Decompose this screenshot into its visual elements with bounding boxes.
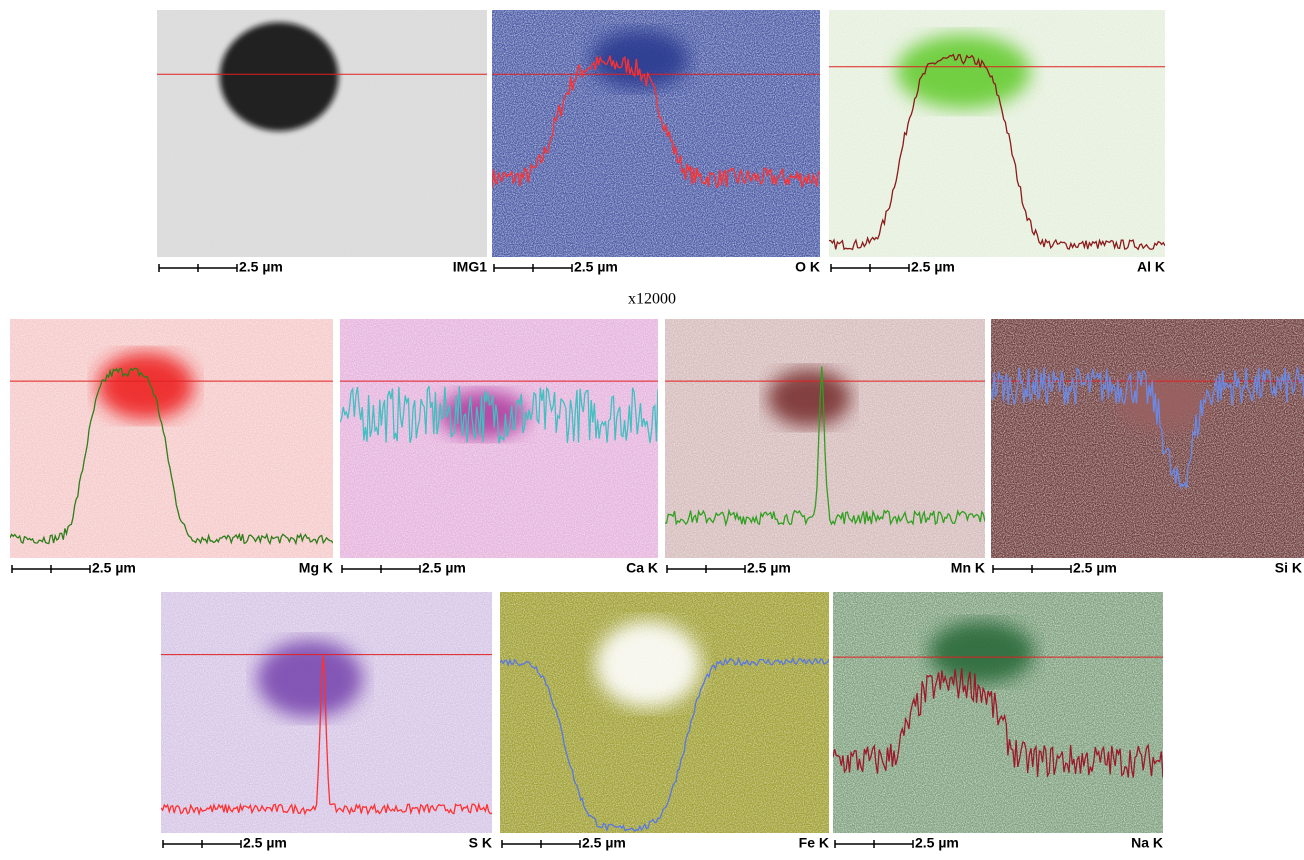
line-profile: [829, 53, 1165, 251]
line-profile: [161, 655, 492, 816]
map-image: [829, 10, 1165, 257]
element-blob: [219, 22, 339, 132]
scale-label: 2.5 µm: [915, 835, 959, 851]
line-profile: [340, 385, 658, 444]
map-panel: 2.5 µm Mn K: [665, 319, 985, 576]
map-image: [991, 319, 1304, 558]
line-profile: [10, 367, 333, 546]
scale-label: 2.5 µm: [747, 560, 791, 576]
line-profile: [500, 656, 829, 832]
map-panel: 2.5 µm Fe K: [500, 592, 829, 851]
element-blob: [928, 620, 1035, 684]
element-blob: [97, 352, 195, 420]
scale-label: 2.5 µm: [582, 835, 626, 851]
map-panel: 2.5 µm Na K: [833, 592, 1163, 851]
map-label: Na K: [1131, 835, 1163, 851]
scale-label: 2.5 µm: [574, 259, 618, 275]
map-label: Mn K: [951, 560, 985, 576]
map-image: [500, 592, 829, 833]
map-panel: 2.5 µm Al K: [829, 10, 1165, 275]
map-panel: 2.5 µm O K: [492, 10, 820, 275]
scale-label: 2.5 µm: [1073, 560, 1117, 576]
map-label: IMG1: [453, 259, 487, 275]
element-blob: [1116, 373, 1211, 432]
line-profile: [665, 366, 985, 528]
element-blob: [595, 620, 701, 708]
map-noise: [10, 319, 333, 558]
element-blob: [256, 640, 363, 718]
line-profile: [991, 366, 1304, 490]
map-image: [340, 319, 658, 558]
line-profile: [492, 54, 820, 189]
scale-label: 2.5 µm: [243, 835, 287, 851]
element-blob: [590, 29, 689, 90]
scale-label: 2.5 µm: [92, 560, 136, 576]
map-image: [833, 592, 1163, 833]
map-label: Al K: [1137, 259, 1165, 275]
map-image: [161, 592, 492, 833]
map-image: [10, 319, 333, 558]
map-label: O K: [795, 259, 820, 275]
map-panel: 2.5 µm IMG1: [157, 10, 487, 275]
element-blob: [767, 369, 851, 427]
scale-label: 2.5 µm: [911, 259, 955, 275]
map-panel: 2.5 µm Mg K: [10, 319, 333, 576]
map-panel: 2.5 µm Ca K: [340, 319, 658, 576]
scale-label: 2.5 µm: [239, 259, 283, 275]
map-image: [665, 319, 985, 558]
scale-label: 2.5 µm: [422, 560, 466, 576]
map-label: Ca K: [626, 560, 658, 576]
magnification: x12000: [628, 291, 676, 308]
map-label: Si K: [1275, 560, 1302, 576]
map-image: [492, 10, 820, 257]
line-profile: [833, 668, 1163, 779]
map-panel: 2.5 µm Si K: [991, 319, 1304, 576]
map-label: S K: [469, 835, 492, 851]
map-panel: 2.5 µm S K: [161, 592, 492, 851]
map-image: [157, 10, 487, 257]
map-label: Mg K: [299, 560, 333, 576]
map-noise: [991, 319, 1304, 558]
map-label: Fe K: [799, 835, 829, 851]
element-blob: [896, 34, 1031, 109]
